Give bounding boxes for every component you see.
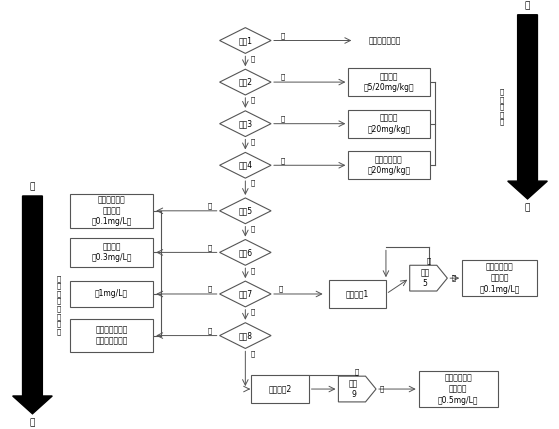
Bar [419,371,498,407]
Polygon shape [220,239,271,265]
Text: 直接资源化利用: 直接资源化利用 [369,36,401,45]
Bar [348,151,429,179]
Text: 是: 是 [207,327,212,334]
Bar [252,375,309,403]
Text: 低: 低 [30,183,35,192]
Text: 混合填埋
（20mg/kg）: 混合填埋 （20mg/kg） [367,114,410,134]
Text: 否: 否 [355,368,359,375]
Polygon shape [220,152,271,178]
Text: 否: 否 [250,180,254,186]
Text: 稳定固化1: 稳定固化1 [345,290,369,299]
Text: 是: 是 [281,115,285,122]
Text: 是: 是 [207,202,212,209]
Text: （1mg/L）: （1mg/L） [95,290,128,299]
Polygon shape [220,111,271,136]
Bar [462,260,537,296]
Polygon shape [220,323,271,348]
Text: 是: 是 [281,157,285,163]
Text: 土地利用
（5/20mg/kg）: 土地利用 （5/20mg/kg） [363,72,414,92]
Text: 按照一般工业
固废处置
（0.1mg/L）: 按照一般工业 固废处置 （0.1mg/L） [92,195,132,227]
Text: 否: 否 [250,225,254,232]
Polygon shape [220,69,271,95]
Bar [70,194,153,228]
Text: 条件4: 条件4 [238,161,253,170]
Bar [329,280,386,308]
Polygon shape [220,281,271,307]
Text: 否: 否 [207,286,212,292]
Text: 是: 是 [207,244,212,251]
Text: 是: 是 [279,286,283,292]
Text: 条件
9: 条件 9 [349,379,358,399]
Bar [70,319,153,352]
Text: 按照危险废物
填埋处置
（0.5mg/L）: 按照危险废物 填埋处置 （0.5mg/L） [438,373,479,405]
Text: 否: 否 [250,138,254,145]
Text: 条件8: 条件8 [238,331,252,340]
Text: 条件5: 条件5 [238,206,253,215]
Text: 按照一般工业
固废处置
（0.1mg/L）: 按照一般工业 固废处置 （0.1mg/L） [480,263,520,294]
Text: 是: 是 [281,74,285,81]
Text: 水泥熟料生产
（20mg/kg）: 水泥熟料生产 （20mg/kg） [367,155,410,175]
Bar [348,68,429,96]
Bar [70,238,153,267]
Text: 否: 否 [250,55,254,62]
Text: 条件1: 条件1 [238,36,252,45]
Text: 否: 否 [250,97,254,103]
Text: 条件
5: 条件 5 [420,269,430,288]
Text: 是: 是 [380,386,384,393]
Polygon shape [410,265,447,291]
Polygon shape [220,27,271,53]
Polygon shape [508,15,547,199]
Polygon shape [338,376,376,402]
Text: 按照危废焚烧或
水泥窑协同处置: 按照危废焚烧或 水泥窑协同处置 [96,326,128,346]
Text: 是: 是 [281,32,285,39]
Text: 是: 是 [451,275,456,281]
Text: 低: 低 [525,1,530,10]
Text: 渗
出
液
重
金
属
浓
度: 渗 出 液 重 金 属 浓 度 [56,275,60,335]
Bar [348,110,429,138]
Text: 否: 否 [427,257,430,264]
Bar [70,281,153,307]
Text: 条件3: 条件3 [238,119,253,128]
Text: 条件6: 条件6 [238,248,253,257]
Text: 否: 否 [250,350,254,356]
Text: 否: 否 [250,308,254,315]
Polygon shape [220,198,271,224]
Text: 单独焚烧
（0.3mg/L）: 单独焚烧 （0.3mg/L） [92,242,132,263]
Text: 条件7: 条件7 [238,290,253,299]
Text: 否: 否 [250,267,254,274]
Text: 高: 高 [30,418,35,427]
Text: 稳定固化2: 稳定固化2 [268,384,292,393]
Text: 条件2: 条件2 [238,78,252,87]
Text: 重
金
属
含
量: 重 金 属 含 量 [500,88,504,125]
Polygon shape [13,196,52,414]
Text: 高: 高 [525,203,530,212]
